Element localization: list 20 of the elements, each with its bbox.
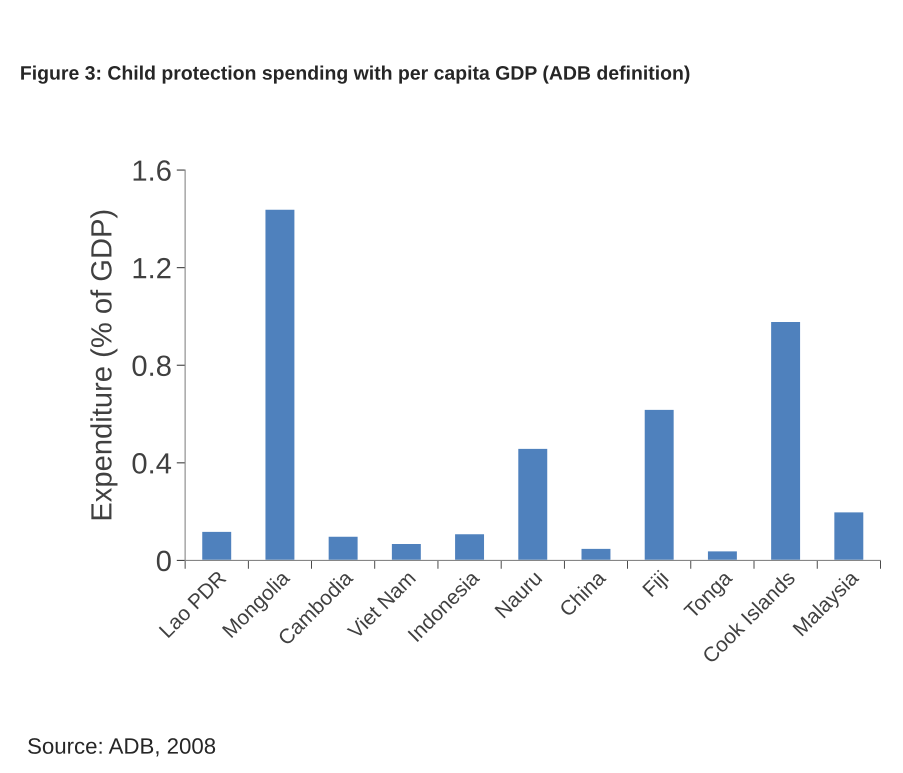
y-tick-label: 0.4: [132, 453, 172, 474]
source-note: Source: ADB, 2008: [28, 738, 216, 757]
bar: [327, 535, 360, 560]
chart-title: Figure 3: Child protection spending with per capita GDP (ADB definition): [21, 66, 690, 84]
bar: [390, 542, 422, 560]
bar: [516, 448, 549, 560]
y-tick-label: 1.2: [134, 258, 170, 278]
bar: [770, 320, 802, 560]
bar: [200, 530, 233, 560]
y-tick-label: 0: [156, 550, 171, 572]
x-tick-label: Fiji: [642, 570, 672, 600]
bar: [832, 510, 865, 560]
bar: [643, 408, 676, 560]
bar: [454, 532, 486, 560]
y-tick-label: 1.6: [134, 160, 171, 181]
y-tick-label: 0.8: [132, 355, 171, 376]
y-axis-title: Expenditure (% of GDP): [90, 210, 118, 520]
bar: [264, 208, 296, 560]
bar: [580, 548, 612, 560]
bar: [706, 550, 738, 560]
